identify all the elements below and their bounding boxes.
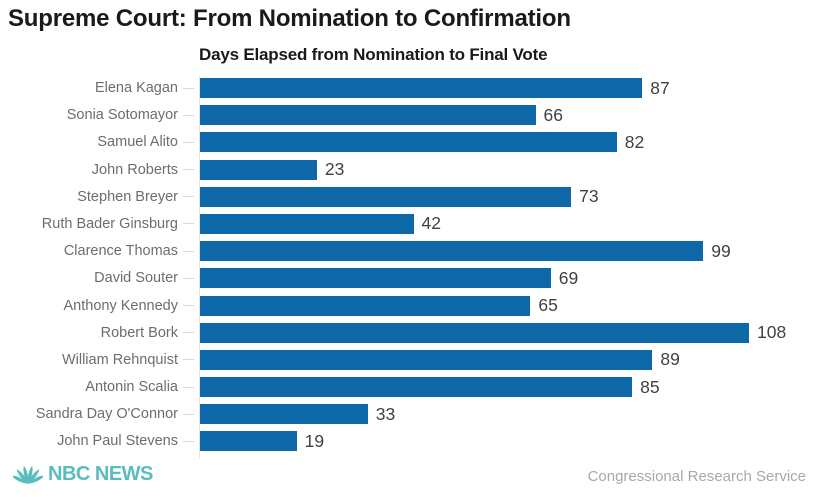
bar-row: Sonia Sotomayor 66 [0,104,814,126]
axis-tick [178,359,200,361]
value-label: 42 [421,213,441,234]
category-label: Samuel Alito [97,134,178,151]
value-label: 73 [579,186,599,207]
peacock-feather [16,469,28,484]
bar [200,159,317,180]
value-label: 85 [640,376,660,397]
bar [200,268,551,289]
category-label: Sonia Sotomayor [66,107,178,124]
peacock-feather [27,465,33,484]
value-label: 99 [711,240,731,261]
value-label: 33 [375,403,396,424]
y-axis-line [199,76,200,459]
nbc-news-logo: NBC NEWS [13,462,153,486]
bar [200,322,749,343]
value-label: 23 [324,159,345,180]
axis-tick [178,413,200,415]
bar-row: Anthony Kennedy 65 [0,295,814,316]
peacock-feather [28,469,40,484]
bar [200,349,653,370]
category-label: Anthony Kennedy [63,297,178,314]
bar-row: Robert Bork 108 [0,322,814,343]
category-label: John Paul Stevens [57,433,178,450]
category-label: John Roberts [91,161,178,178]
peacock-feather [13,475,28,484]
value-label: 69 [558,267,579,288]
bar [200,377,633,398]
bar-row: Sandra Day O'Connor 33 [0,403,814,425]
bar-row: Stephen Breyer 73 [0,186,814,207]
axis-tick [178,87,200,89]
value-label: 108 [757,322,787,343]
page-title: Supreme Court: From Nomination to Confir… [8,5,571,32]
bar-row: David Souter 69 [0,267,814,289]
bar [200,213,414,234]
source-credit: Congressional Research Service [587,468,806,485]
value-label: 66 [543,104,563,125]
axis-tick [178,277,200,279]
value-label: 65 [538,295,558,315]
bar [200,132,617,153]
value-label: 87 [650,77,670,98]
axis-tick [178,196,200,198]
value-label: 82 [624,131,645,152]
category-label: Antonin Scalia [85,379,178,396]
axis-tick [178,386,200,388]
category-label: Ruth Bader Ginsburg [41,215,178,232]
category-label: Robert Bork [100,324,178,341]
bar-row: John Roberts 23 [0,159,814,180]
axis-tick [178,440,200,442]
bar-row: Samuel Alito 82 [0,131,814,153]
bar [200,78,643,98]
peacock-feather [23,465,29,484]
category-label: David Souter [94,270,178,287]
category-label: William Rehnquist [61,351,178,368]
axis-tick [178,141,200,143]
bar [200,241,704,262]
peacock-feather [27,475,43,484]
category-label: Stephen Breyer [77,188,178,205]
axis-tick [178,114,200,116]
axis-tick [178,332,200,334]
axis-tick [178,305,200,306]
chart-subtitle: Days Elapsed from Nomination to Final Vo… [199,45,548,64]
value-label: 89 [660,349,680,370]
bar [200,105,536,126]
axis-tick [178,250,200,252]
category-label: Sandra Day O'Connor [35,406,178,423]
value-label: 19 [304,430,325,451]
nbc-peacock-icon [13,465,43,484]
bar-row: John Paul Stevens 19 [0,430,814,452]
bar-row: Elena Kagan 87 [0,78,814,98]
bar [200,404,368,425]
nbc-news-logo-text: NBC NEWS [48,462,153,485]
axis-tick [178,169,200,171]
chart-footer: NBC NEWS Congressional Research Service [0,462,814,490]
bar [200,186,572,207]
category-label: Clarence Thomas [63,243,178,260]
axis-tick [178,223,200,225]
category-label: Elena Kagan [94,80,178,96]
bar-row: Ruth Bader Ginsburg 42 [0,213,814,234]
bar-row: Antonin Scalia 85 [0,376,814,398]
bar [200,431,297,452]
bar-chart: Elena Kagan 87 Sonia Sotomayor 66 Samuel Ali… [0,76,814,459]
bar [200,295,531,316]
bar-row: Clarence Thomas 99 [0,240,814,262]
bar-row: William Rehnquist 89 [0,349,814,370]
